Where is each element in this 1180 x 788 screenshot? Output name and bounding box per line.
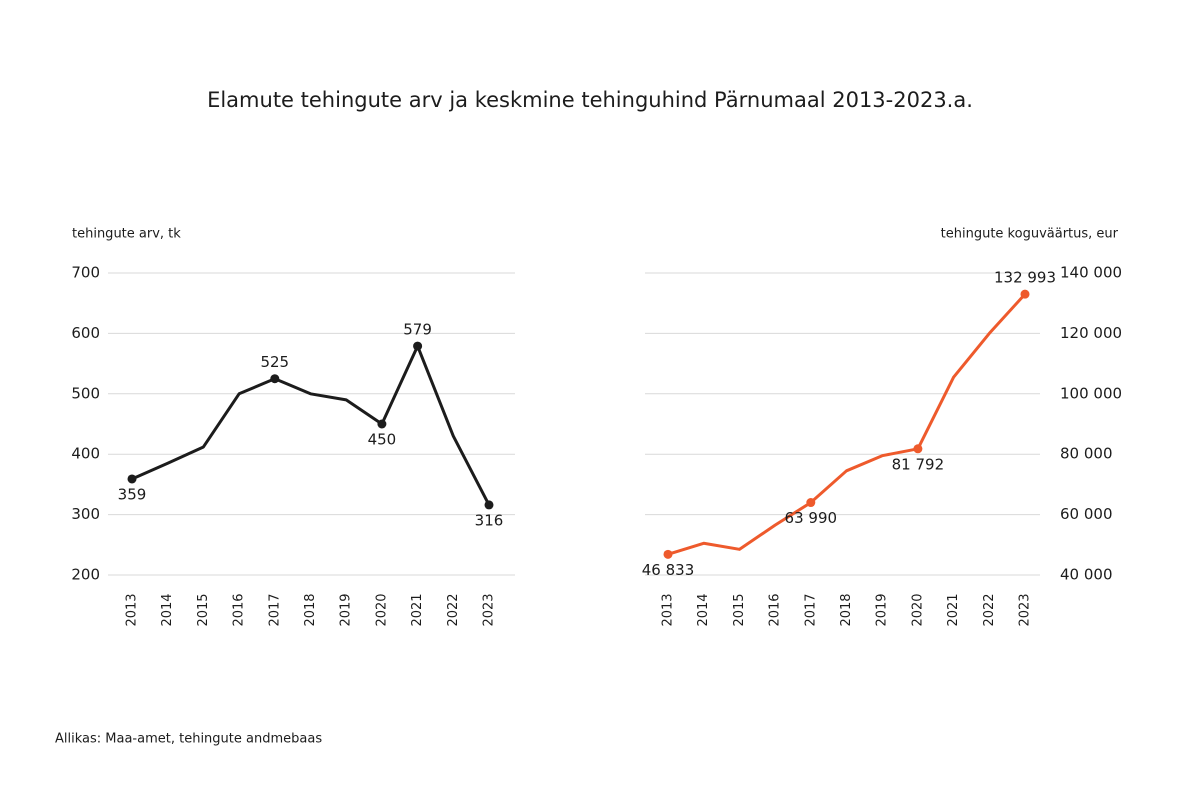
x-tick-label: 2023 [1018, 593, 1033, 626]
x-tick-label: 2014 [160, 593, 175, 626]
x-tick-label: 2019 [339, 593, 354, 626]
data-point [913, 444, 923, 454]
x-tick-label: 2018 [839, 593, 854, 626]
data-point [377, 419, 387, 429]
data-label: 63 990 [785, 509, 838, 527]
y-axis-label: tehingute koguväärtus, eur [941, 227, 1119, 242]
x-tick-label: 2018 [303, 593, 318, 626]
x-tick-label: 2019 [875, 593, 890, 626]
data-point [413, 341, 423, 351]
page-title: Elamute tehingute arv ja keskmine tehing… [207, 88, 973, 112]
y-tick-label: 200 [71, 566, 100, 584]
x-tick-label: 2020 [374, 593, 389, 626]
data-label: 525 [260, 353, 289, 371]
x-tick-label: 2021 [410, 593, 425, 626]
x-tick-label: 2017 [803, 593, 818, 626]
data-point [1020, 289, 1030, 299]
x-tick-label: 2022 [446, 593, 461, 626]
x-tick-label: 2023 [482, 593, 497, 626]
y-tick-label: 140 000 [1060, 264, 1122, 282]
data-line [131, 344, 491, 506]
x-tick-label: 2013 [661, 593, 676, 626]
data-label: 579 [403, 321, 432, 339]
x-tick-label: 2022 [982, 593, 997, 626]
data-label: 132 993 [994, 269, 1056, 287]
data-line [667, 293, 1027, 556]
y-axis-label: tehingute arv, tk [72, 227, 181, 242]
data-point [663, 549, 673, 559]
y-tick-label: 60 000 [1060, 505, 1113, 523]
y-tick-label: 500 [71, 384, 100, 402]
y-tick-label: 300 [71, 505, 100, 523]
y-tick-label: 400 [71, 445, 100, 463]
x-tick-label: 2015 [196, 593, 211, 626]
x-tick-label: 2014 [696, 593, 711, 626]
y-tick-label: 80 000 [1060, 445, 1113, 463]
data-label: 450 [368, 431, 397, 449]
y-tick-label: 100 000 [1060, 384, 1122, 402]
y-tick-label: 700 [71, 264, 100, 282]
x-tick-label: 2013 [125, 593, 140, 626]
data-point [806, 498, 816, 508]
y-tick-label: 40 000 [1060, 566, 1113, 584]
source-note: Allikas: Maa-amet, tehingute andmebaas [55, 732, 322, 747]
data-label: 81 792 [892, 455, 945, 473]
data-point [270, 374, 280, 384]
y-tick-label: 600 [71, 324, 100, 342]
x-tick-label: 2020 [910, 593, 925, 626]
x-tick-label: 2017 [267, 593, 282, 626]
data-point [127, 474, 137, 484]
x-tick-label: 2015 [732, 593, 747, 626]
data-label: 316 [475, 511, 504, 529]
data-label: 46 833 [642, 561, 695, 579]
x-tick-label: 2021 [946, 593, 961, 626]
data-point [484, 500, 494, 510]
data-label: 359 [118, 485, 147, 503]
y-tick-label: 120 000 [1060, 324, 1122, 342]
x-tick-label: 2016 [232, 593, 247, 626]
x-tick-label: 2016 [768, 593, 783, 626]
